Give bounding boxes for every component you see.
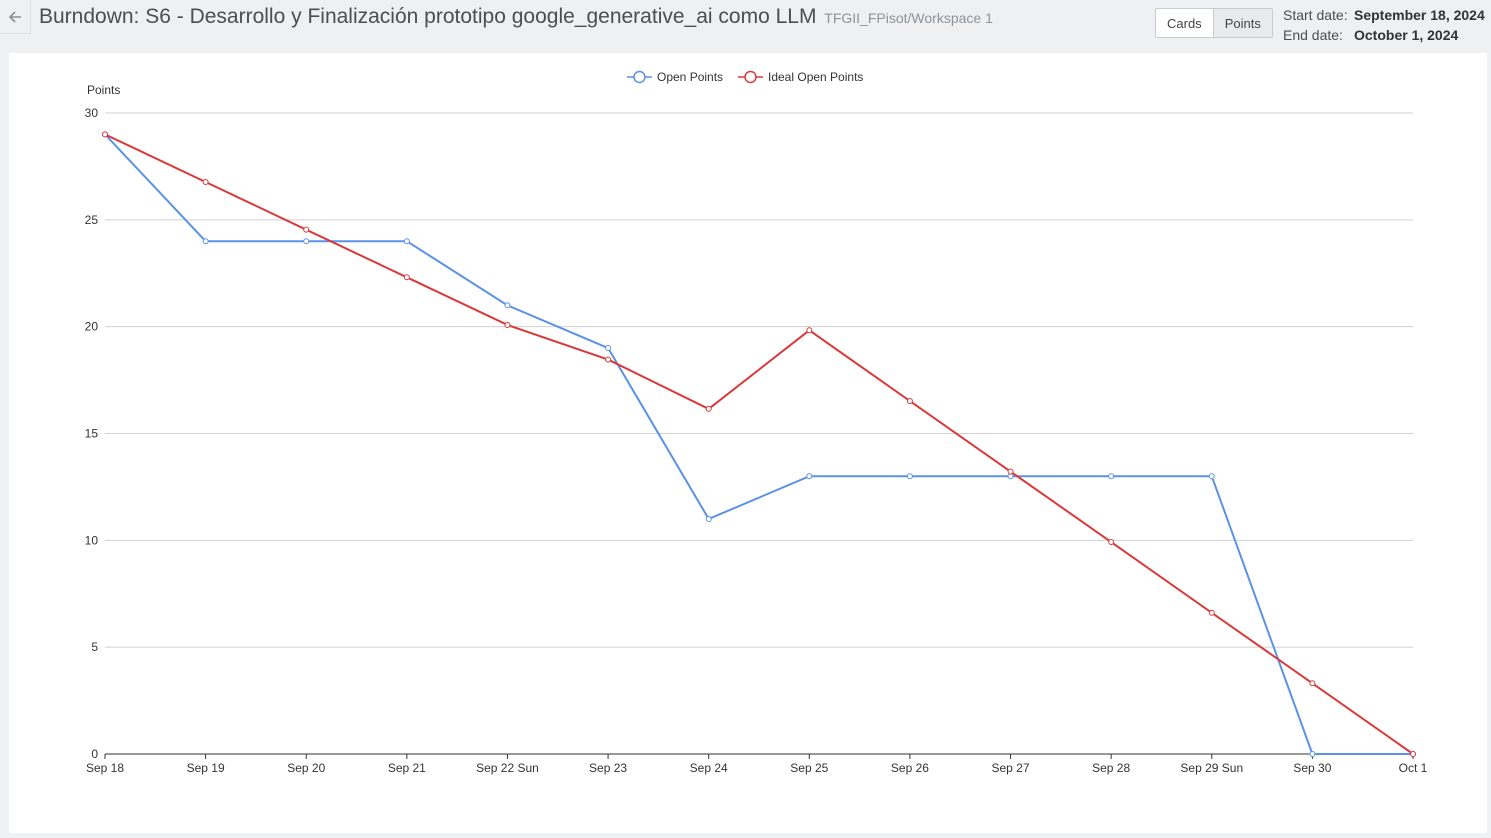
workspace-label: TFGII_FPisot/Workspace 1 xyxy=(824,10,993,26)
x-tick-label: Sep 29 Sun xyxy=(1180,761,1243,775)
data-point xyxy=(102,131,108,138)
x-tick-label: Oct 1 xyxy=(1399,761,1428,775)
series-line xyxy=(104,133,1413,755)
x-tick-label: Sep 26 xyxy=(891,761,929,775)
data-point xyxy=(705,405,712,412)
data-point xyxy=(605,345,612,352)
data-point xyxy=(1410,751,1416,757)
data-point xyxy=(504,302,511,309)
data-point xyxy=(504,321,511,328)
y-tick-label: 25 xyxy=(85,213,99,227)
data-point xyxy=(403,238,410,245)
x-tick-label: Sep 30 xyxy=(1293,761,1331,775)
data-point xyxy=(806,327,813,334)
data-point xyxy=(1108,539,1115,546)
data-point xyxy=(303,238,310,245)
data-point xyxy=(1309,751,1316,757)
chart-panel: 0 5 10 15 20 25 30 Sep 18 Sep 19 Sep 20 Sep 21 Sep … xyxy=(9,53,1487,833)
data-point xyxy=(303,226,310,233)
x-tick-label: Sep 18 xyxy=(86,761,124,775)
x-tick-label: Sep 25 xyxy=(790,761,828,775)
data-point xyxy=(202,179,209,186)
data-point xyxy=(906,473,913,480)
legend-label: Open Points xyxy=(657,70,723,84)
end-date-label: End date: xyxy=(1283,27,1343,43)
start-date-value: September 18, 2024 xyxy=(1354,7,1485,23)
x-tick-label: Sep 21 xyxy=(388,761,426,775)
legend-swatch-marker xyxy=(633,70,646,84)
data-point xyxy=(1208,609,1215,616)
cards-button[interactable]: Cards xyxy=(1156,9,1213,37)
y-tick-label: 0 xyxy=(91,747,98,761)
arrow-left-icon xyxy=(8,10,21,23)
y-axis-label: Points xyxy=(87,83,120,97)
series-line xyxy=(104,133,1414,755)
x-tick-label: Sep 23 xyxy=(589,761,627,775)
y-tick-label: 10 xyxy=(85,533,99,547)
view-toggle: Cards Points xyxy=(1155,8,1273,38)
legend-swatch-marker xyxy=(744,70,757,84)
x-tick-label: Sep 22 Sun xyxy=(476,761,539,775)
back-button[interactable] xyxy=(0,0,31,34)
y-tick-label: 15 xyxy=(85,427,99,441)
x-tick-label: Sep 27 xyxy=(992,761,1030,775)
data-point xyxy=(1208,473,1215,480)
points-button[interactable]: Points xyxy=(1212,9,1272,37)
data-point xyxy=(806,473,813,480)
burndown-title: Burndown: S6 - Desarrollo y Finalización… xyxy=(39,5,817,28)
x-tick-label: Sep 19 xyxy=(187,761,225,775)
start-date-label: Start date: xyxy=(1283,7,1348,23)
y-tick-label: 20 xyxy=(85,320,99,334)
x-tick-label: Sep 20 xyxy=(287,761,325,775)
data-point xyxy=(403,274,410,281)
x-tick-label: Sep 24 xyxy=(690,761,728,775)
data-point xyxy=(1007,468,1014,475)
data-point xyxy=(1309,680,1316,687)
legend-label: Ideal Open Points xyxy=(768,70,863,84)
data-point xyxy=(605,356,612,363)
x-tick-label: Sep 28 xyxy=(1092,761,1130,775)
burndown-chart: 0 5 10 15 20 25 30 Sep 18 Sep 19 Sep 20 Sep 21 Sep … xyxy=(85,70,1428,775)
data-point xyxy=(906,398,913,405)
data-point xyxy=(705,515,712,522)
data-point xyxy=(1108,473,1115,480)
y-tick-label: 5 xyxy=(91,640,98,654)
data-point xyxy=(202,238,209,245)
sprint-dates: Start date: September 18, 2024 End date:… xyxy=(1283,5,1485,45)
y-tick-label: 30 xyxy=(85,106,99,120)
end-date-value: October 1, 2024 xyxy=(1354,27,1459,43)
page-title: Burndown: S6 - Desarrollo y Finalización… xyxy=(39,5,993,29)
